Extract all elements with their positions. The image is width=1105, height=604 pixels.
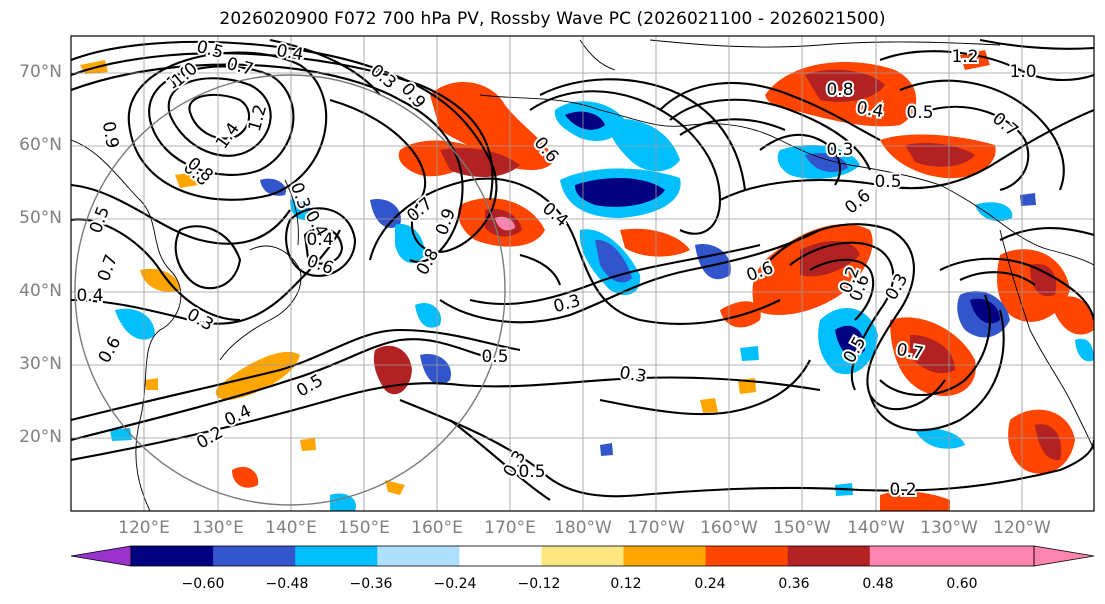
colorbar-swatch bbox=[131, 546, 214, 566]
colorbar-tick: 0.24 bbox=[694, 576, 726, 592]
colorbar-swatch bbox=[213, 546, 296, 566]
lat-label: 20°N bbox=[19, 427, 62, 447]
lat-label: 30°N bbox=[19, 354, 62, 374]
lon-label: 160°W bbox=[700, 518, 758, 538]
contour-label: 0.5 bbox=[906, 103, 933, 123]
lon-label: 120°W bbox=[993, 518, 1051, 538]
colorbar-swatch bbox=[869, 546, 953, 566]
map-title: 2026020900 F072 700 hPa PV, Rossby Wave … bbox=[219, 9, 886, 29]
contour-label: 0.3 bbox=[826, 140, 853, 160]
pv-anomaly-fills bbox=[80, 50, 1094, 511]
colorbar-swatch bbox=[951, 546, 1035, 566]
colorbar-tick: −0.36 bbox=[349, 576, 393, 592]
lon-label: 130°W bbox=[920, 518, 978, 538]
lon-label: 160°E bbox=[411, 518, 463, 538]
colorbar-swatch bbox=[623, 546, 707, 566]
contour-label: 1.2 bbox=[951, 47, 978, 67]
lon-label: 150°W bbox=[773, 518, 831, 538]
colorbar-tick: −0.12 bbox=[517, 576, 561, 592]
graticule bbox=[71, 36, 1094, 511]
map-frame bbox=[70, 35, 1095, 512]
colorbar-swatch bbox=[705, 546, 789, 566]
lat-label: 40°N bbox=[19, 281, 62, 301]
colorbar-swatch bbox=[377, 546, 460, 566]
colorbar-tick: −0.24 bbox=[433, 576, 477, 592]
range-circle bbox=[74, 74, 506, 506]
colorbar-tick: 0.60 bbox=[946, 576, 978, 592]
colorbar-swatch bbox=[787, 546, 871, 566]
colorbar-min-extend bbox=[70, 545, 132, 567]
colorbar-swatch bbox=[541, 546, 625, 566]
lon-label: 140°W bbox=[847, 518, 905, 538]
contour-label: 0.4 bbox=[76, 286, 103, 306]
lon-label: 150°E bbox=[338, 518, 390, 538]
colorbar-tick: 0.48 bbox=[862, 576, 894, 592]
lon-label: 140°E bbox=[265, 518, 317, 538]
colorbar-tick: −0.48 bbox=[265, 576, 309, 592]
colorbar bbox=[70, 545, 1095, 567]
colorbar-swatch bbox=[459, 546, 542, 566]
contour-label: 0.2 bbox=[889, 480, 916, 500]
lon-label: 120°E bbox=[118, 518, 170, 538]
colorbar-max-extend bbox=[1033, 545, 1095, 567]
contour-label: 0.4 bbox=[306, 230, 333, 250]
lon-label: 130°E bbox=[192, 518, 244, 538]
lat-label: 50°N bbox=[19, 208, 62, 228]
colorbar-tick: −0.60 bbox=[181, 576, 225, 592]
contour-label: 1.0 bbox=[1009, 62, 1036, 82]
colorbar-tick: 0.36 bbox=[778, 576, 810, 592]
colorbar-swatch bbox=[295, 546, 378, 566]
contour-label: 0.5 bbox=[481, 347, 508, 367]
lat-label: 60°N bbox=[19, 135, 62, 155]
coastlines bbox=[71, 39, 1094, 511]
lat-label: 70°N bbox=[19, 62, 62, 82]
lon-label: 170°W bbox=[627, 518, 685, 538]
contour-label: 0.8 bbox=[826, 80, 853, 100]
contour-label: 0.5 bbox=[874, 172, 901, 192]
contour-label: 0.5 bbox=[518, 462, 545, 482]
colorbar-tick: 0.12 bbox=[610, 576, 642, 592]
lon-label: 170°E bbox=[484, 518, 536, 538]
lon-label: 180°W bbox=[554, 518, 612, 538]
